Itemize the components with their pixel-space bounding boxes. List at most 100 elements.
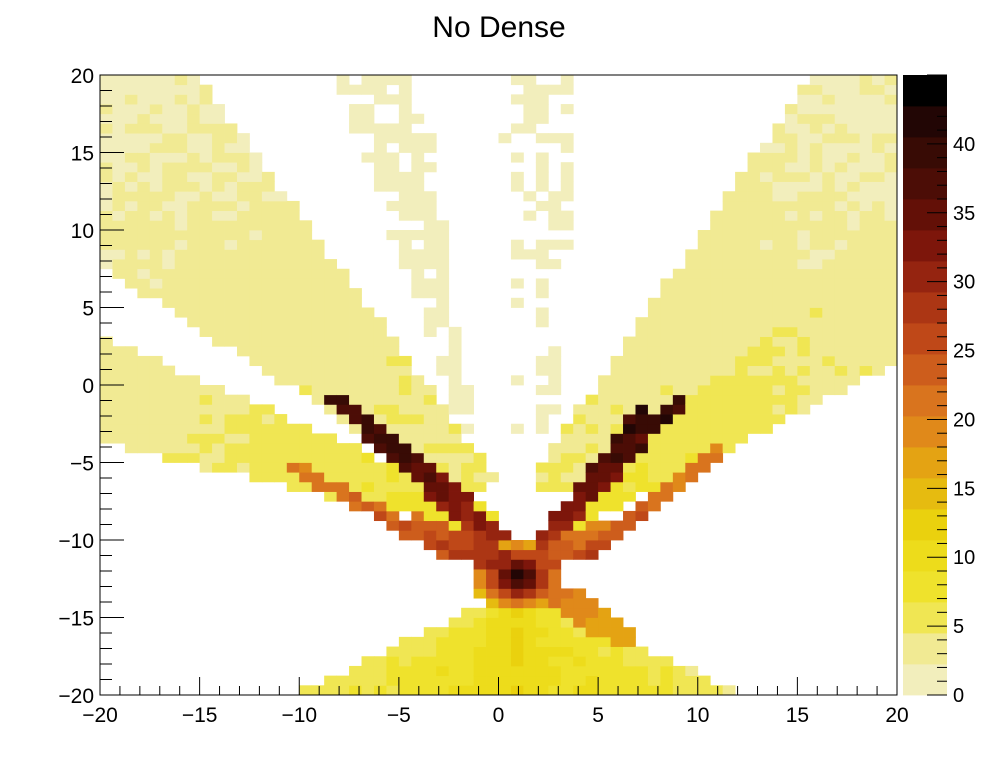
heatmap-cell bbox=[174, 443, 188, 454]
heatmap-cell bbox=[847, 104, 861, 115]
heatmap-cell bbox=[436, 472, 450, 483]
heatmap-cell bbox=[336, 307, 350, 318]
heatmap-cell bbox=[834, 181, 848, 192]
heatmap-cell bbox=[349, 123, 362, 134]
heatmap-cell bbox=[797, 152, 811, 163]
heatmap-cell bbox=[548, 607, 562, 618]
heatmap-cell bbox=[859, 152, 873, 163]
heatmap-cell bbox=[486, 578, 499, 589]
heatmap-cell bbox=[822, 297, 836, 308]
heatmap-cell bbox=[486, 510, 499, 522]
heatmap-cell bbox=[100, 210, 113, 221]
heatmap-cell bbox=[124, 239, 138, 250]
heatmap-cell bbox=[212, 152, 225, 163]
heatmap-cell bbox=[386, 510, 400, 522]
heatmap-cell bbox=[560, 452, 574, 463]
heatmap-cell bbox=[623, 646, 636, 657]
heatmap-cell bbox=[859, 210, 873, 221]
heatmap-cell bbox=[373, 385, 387, 396]
heatmap-cell bbox=[286, 210, 300, 221]
heatmap-cell bbox=[436, 549, 450, 560]
heatmap-cell bbox=[672, 433, 686, 444]
heatmap-cell bbox=[822, 104, 836, 115]
heatmap-cell bbox=[336, 481, 350, 492]
heatmap-cell bbox=[560, 171, 574, 182]
heatmap-cell bbox=[697, 375, 711, 386]
heatmap-cell bbox=[772, 414, 786, 425]
heatmap-cell bbox=[436, 355, 450, 367]
y-tick-label: 15 bbox=[71, 143, 94, 166]
heatmap-cell bbox=[436, 636, 450, 647]
heatmap-cell bbox=[473, 530, 487, 541]
heatmap-cell bbox=[299, 278, 313, 289]
heatmap-cell bbox=[461, 481, 474, 492]
heatmap-cell bbox=[423, 646, 437, 657]
heatmap-cell bbox=[349, 501, 362, 512]
heatmap-cell bbox=[311, 452, 325, 463]
heatmap-cell bbox=[448, 375, 462, 386]
heatmap-cell bbox=[436, 259, 450, 270]
heatmap-cell bbox=[872, 249, 885, 260]
heatmap-cell bbox=[423, 239, 437, 250]
heatmap-cell bbox=[448, 685, 462, 696]
heatmap-cell bbox=[249, 336, 263, 347]
heatmap-cell bbox=[797, 191, 811, 202]
heatmap-cell bbox=[373, 346, 387, 357]
heatmap-cell bbox=[834, 75, 848, 86]
heatmap-cell bbox=[809, 191, 823, 202]
heatmap-cell bbox=[672, 394, 686, 405]
heatmap-cell bbox=[411, 171, 425, 182]
heatmap-cell bbox=[760, 191, 773, 202]
heatmap-cell bbox=[859, 230, 873, 241]
heatmap-cell bbox=[299, 375, 313, 386]
heatmap-cell bbox=[137, 142, 151, 153]
heatmap-cell bbox=[685, 423, 699, 434]
colorbar-tick-label: 10 bbox=[953, 547, 975, 569]
heatmap-cell bbox=[473, 578, 487, 589]
heatmap-cell bbox=[772, 200, 786, 212]
heatmap-cell bbox=[162, 297, 176, 308]
heatmap-cell bbox=[809, 113, 823, 124]
heatmap-cell bbox=[162, 385, 176, 396]
heatmap-cell bbox=[872, 200, 885, 212]
heatmap-cell bbox=[548, 646, 562, 657]
heatmap-cell bbox=[124, 278, 138, 289]
heatmap-cell bbox=[461, 675, 474, 686]
heatmap-cell bbox=[311, 375, 325, 386]
heatmap-cell bbox=[124, 75, 138, 86]
heatmap-cell bbox=[436, 365, 450, 376]
heatmap-cell bbox=[772, 326, 786, 337]
heatmap-cell bbox=[411, 414, 425, 425]
heatmap-cell bbox=[685, 404, 699, 415]
heatmap-cell bbox=[847, 152, 861, 163]
heatmap-cell bbox=[585, 472, 599, 483]
heatmap-cell bbox=[249, 191, 263, 202]
heatmap-cell bbox=[349, 414, 362, 425]
heatmap-cell bbox=[685, 326, 699, 337]
heatmap-cell bbox=[411, 210, 425, 221]
heatmap-cell bbox=[286, 249, 300, 260]
heatmap-cell bbox=[386, 675, 400, 686]
heatmap-cell bbox=[299, 239, 313, 250]
heatmap-cell bbox=[436, 433, 450, 444]
heatmap-cell bbox=[760, 171, 773, 182]
heatmap-cell bbox=[747, 162, 761, 173]
heatmap-cell bbox=[585, 607, 599, 618]
heatmap-cell bbox=[510, 588, 524, 599]
heatmap-cell bbox=[299, 481, 313, 492]
heatmap-cell bbox=[859, 142, 873, 153]
heatmap-cell bbox=[174, 239, 188, 250]
heatmap-cell bbox=[872, 346, 885, 357]
heatmap-cell bbox=[461, 385, 474, 396]
heatmap-cell bbox=[100, 142, 113, 153]
heatmap-cell bbox=[772, 191, 786, 202]
heatmap-cell bbox=[772, 239, 786, 250]
heatmap-cell bbox=[461, 501, 474, 512]
heatmap-cell bbox=[884, 239, 898, 250]
heatmap-cell bbox=[398, 414, 412, 425]
heatmap-cell bbox=[797, 181, 811, 192]
heatmap-cell bbox=[859, 249, 873, 260]
heatmap-cell bbox=[311, 239, 325, 250]
heatmap-cell bbox=[398, 181, 412, 192]
heatmap-cell bbox=[535, 317, 549, 328]
